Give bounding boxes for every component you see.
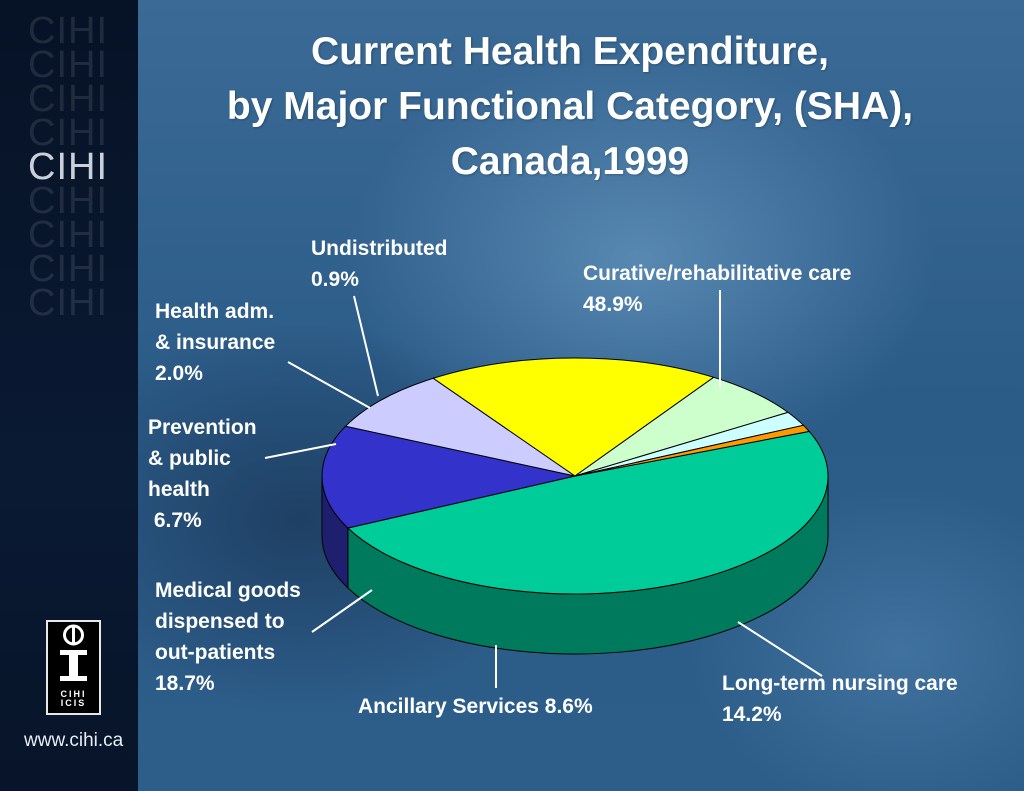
watermark-text: CIHI [28, 112, 108, 154]
label-text: & public [148, 447, 231, 470]
title-line: Current Health Expenditure, [311, 30, 829, 73]
label-text: & insurance [155, 331, 276, 354]
cihi-logo-icon [60, 624, 87, 681]
label-text: Health adm. [155, 300, 275, 323]
leader-line [311, 589, 373, 633]
label-text: Medical goods [155, 579, 301, 602]
label-undistributed: Undistributed 0.9% [311, 233, 448, 295]
watermark-text: CIHI [28, 10, 108, 52]
leader-line [287, 361, 371, 409]
chart-title: Current Health Expenditure, by Major Fun… [140, 24, 1000, 189]
leader-line [737, 621, 823, 677]
label-value: 0.9% [311, 268, 359, 291]
label-prevention: Prevention & public health 6.7% [148, 412, 257, 536]
label-text: health [148, 478, 210, 501]
watermark-text: CIHI [28, 248, 108, 290]
label-medical-goods: Medical goods dispensed to out-patients … [155, 575, 301, 699]
pie-slice [574, 424, 811, 477]
pie-slice [432, 357, 715, 477]
label-value: 18.7% [155, 672, 215, 695]
pie-slices [321, 357, 829, 595]
label-value: 6.7% [148, 509, 202, 532]
watermark-text: CIHI [28, 214, 108, 256]
label-health-adm: Health adm. & insurance 2.0% [155, 296, 275, 389]
label-text: Ancillary Services 8.6% [358, 695, 593, 718]
logo-lettering: CIHI ICIS [48, 690, 99, 708]
title-line: by Major Functional Category, (SHA), [226, 85, 914, 128]
label-text: Undistributed [311, 237, 448, 260]
label-value: 48.9% [583, 293, 643, 316]
watermark-text: CIHI [28, 282, 108, 324]
logo-text-cihi: CIHI [60, 689, 87, 699]
watermark-text: CIHI [28, 78, 108, 120]
pie-slice [321, 425, 576, 529]
label-text: out-patients [155, 641, 276, 664]
label-text: Long-term nursing care [722, 672, 958, 695]
label-text: Prevention [148, 416, 257, 439]
label-ancillary: Ancillary Services 8.6% [358, 691, 593, 722]
pie-slice [346, 430, 829, 595]
label-text: dispensed to [155, 610, 285, 633]
watermark-text: CIHI [28, 44, 108, 86]
label-value: 2.0% [155, 362, 203, 385]
label-value: 14.2% [722, 703, 782, 726]
label-long-term: Long-term nursing care 14.2% [722, 668, 958, 730]
leader-line [353, 295, 379, 397]
cihi-wordmark: CIHI [28, 146, 108, 188]
watermark-text: CIHI [28, 180, 108, 222]
leader-lines [264, 290, 823, 688]
title-line: Canada,1999 [450, 140, 690, 183]
logo-text-icis: ICIS [60, 698, 87, 708]
cihi-logo: CIHI ICIS [46, 620, 101, 715]
label-text: Curative/rehabilitative care [583, 262, 852, 285]
sidebar: CIHI CIHI CIHI CIHI CIHI CIHI CIHI CIHI … [0, 0, 138, 791]
pie-slice [574, 376, 790, 477]
leader-line [264, 443, 337, 459]
label-curative: Curative/rehabilitative care 48.9% [583, 258, 851, 320]
website-url: www.cihi.ca [24, 730, 124, 751]
pie-slice [344, 377, 576, 477]
